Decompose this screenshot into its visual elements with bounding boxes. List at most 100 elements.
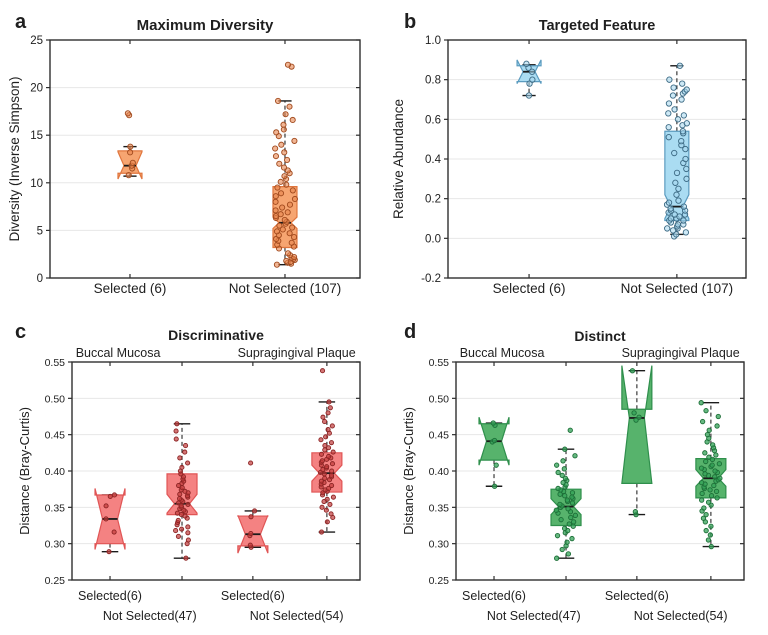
scatter-point [680, 112, 687, 119]
scatter-point [569, 494, 575, 500]
group-header: Supragingival Plaque [622, 346, 740, 360]
scatter-point [318, 478, 324, 484]
y-tick-label: 0.25 [429, 575, 450, 587]
scatter-point [272, 193, 279, 200]
scatter-point [103, 516, 109, 522]
scatter-point [706, 454, 712, 460]
scatter-point [698, 400, 704, 406]
scatter-point [324, 496, 330, 502]
scatter-point [326, 445, 332, 451]
scatter-point [671, 149, 678, 157]
y-tick-label: 0.45 [45, 430, 66, 442]
boxplot-b-0 [516, 59, 542, 99]
scatter-point [665, 110, 672, 117]
y-tick-label: 0.0 [425, 233, 441, 245]
scatter-point [703, 527, 709, 534]
scatter-point [699, 497, 705, 503]
scatter-point [318, 437, 324, 443]
scatter-point [175, 533, 181, 539]
scatter-point [709, 462, 715, 468]
y-tick-label: 0.2 [425, 194, 441, 206]
panel-d-distinct: 0.25 0.30 0.35 0.40 0.45 0.50 0.55 d Distinct Buc… [401, 321, 745, 623]
boxplot-c-2 [237, 460, 269, 554]
scatter-point [665, 199, 673, 206]
scatter-point [559, 546, 565, 553]
scatter-point [678, 137, 685, 145]
scatter-point [291, 137, 298, 144]
scatter-point [671, 106, 678, 113]
scatter-point [179, 526, 185, 532]
scatter-point [553, 462, 560, 468]
scatter-point [284, 156, 291, 164]
scatter-point [669, 92, 677, 99]
scatter-point [667, 205, 674, 212]
scatter-point [173, 436, 179, 442]
scatter-point [714, 495, 720, 501]
category-label: Selected(6) [221, 589, 285, 603]
scatter-point [490, 420, 496, 426]
scatter-point [279, 226, 286, 233]
scatter-point [569, 535, 575, 542]
scatter-point [564, 497, 571, 503]
scatter-point [712, 474, 718, 480]
scatter-point [561, 525, 568, 532]
scatter-point [276, 160, 283, 167]
y-tick-label: 10 [30, 178, 43, 190]
scatter-point [525, 92, 533, 99]
scatter-point [559, 472, 565, 479]
scatter-point [565, 551, 572, 557]
scatter-point [111, 529, 117, 535]
scatter-point [553, 507, 559, 513]
boxplot-c-0 [94, 488, 126, 555]
scatter-point [701, 505, 707, 511]
boxplot-b-1 [663, 62, 690, 240]
scatter-point [558, 517, 564, 523]
scatter-point [702, 471, 708, 477]
scatter-point [281, 173, 288, 180]
scatter-point [173, 528, 179, 534]
scatter-point [325, 427, 331, 433]
scatter-point [674, 221, 682, 228]
scatter-point [320, 414, 326, 420]
scatter-point [327, 501, 333, 507]
scatter-point [700, 515, 707, 521]
scatter-point [679, 128, 687, 135]
scatter-point [678, 96, 685, 103]
scatter-point [673, 169, 681, 177]
y-tick-label: 0.50 [45, 393, 66, 405]
scatter-point [491, 483, 498, 489]
scatter-point [680, 203, 688, 210]
scatter-point [291, 234, 298, 241]
scatter-point [702, 450, 708, 456]
scatter-point [284, 61, 292, 68]
panel-letter: a [15, 11, 27, 33]
scatter-point [272, 153, 280, 160]
category-label: Selected(6) [605, 589, 669, 603]
scatter-point [714, 423, 720, 429]
scatter-point [177, 496, 183, 502]
scatter-point [529, 76, 536, 83]
y-axis-label: Relative Abundance [391, 99, 406, 219]
y-tick-label: 0.8 [425, 75, 441, 87]
scatter-point [699, 418, 706, 425]
scatter-point [248, 460, 254, 466]
scatter-point [185, 460, 191, 466]
scatter-point [665, 124, 672, 131]
scatter-point [572, 453, 578, 459]
scatter-point [564, 539, 570, 545]
scatter-point [111, 492, 117, 498]
scatter-point [680, 217, 687, 224]
panel-letter: c [15, 321, 26, 343]
scatter-point [562, 475, 569, 481]
scatter-point [705, 499, 712, 505]
boxplot-d-1 [550, 427, 582, 561]
category-label: Selected(6) [78, 589, 142, 603]
scatter-point [273, 261, 280, 268]
scatter-point [708, 523, 714, 529]
scatter-point [326, 485, 332, 491]
scatter-point [129, 159, 136, 166]
scatter-point [682, 229, 690, 236]
y-tick-label: 0.50 [429, 393, 450, 405]
scatter-point [274, 97, 282, 104]
scatter-point [570, 519, 577, 525]
